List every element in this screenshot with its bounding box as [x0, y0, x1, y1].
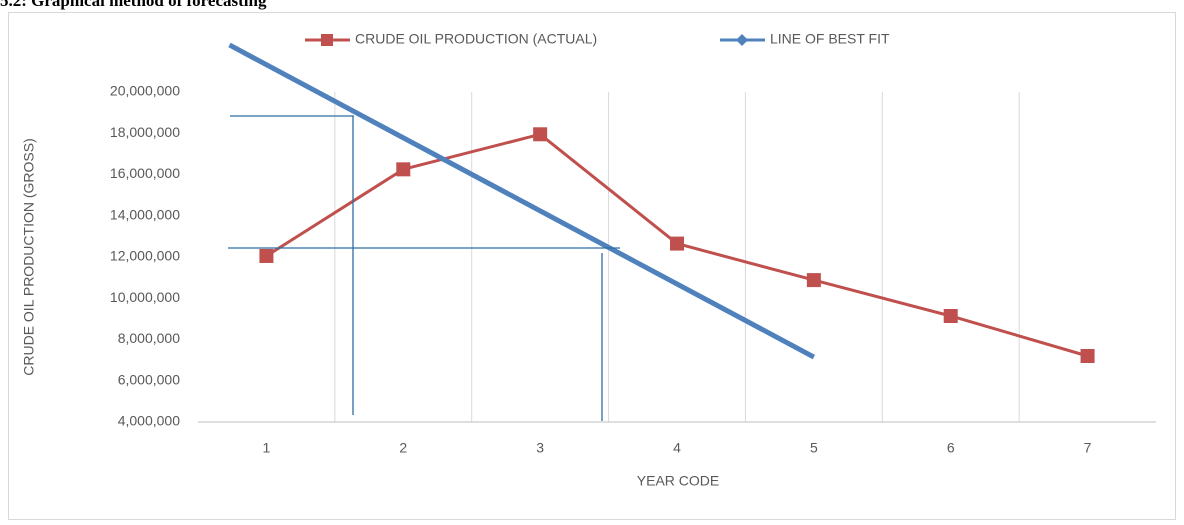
marker: [943, 308, 958, 323]
x-tick-label: 7: [1084, 440, 1092, 456]
y-axis-title: CRUDE OIL PRODUCTION (GROSS): [21, 138, 37, 376]
marker: [806, 273, 821, 288]
series: [259, 127, 1095, 363]
y-tick-label: 10,000,000: [110, 289, 180, 305]
y-tick-label: 8,000,000: [118, 330, 180, 346]
marker: [396, 162, 411, 177]
legend-marker: [736, 34, 748, 46]
x-tick-label: 6: [947, 440, 955, 456]
x-tick-label: 5: [810, 440, 818, 456]
legend-marker: [321, 34, 333, 46]
x-tick-label: 3: [536, 440, 544, 456]
marker: [259, 248, 274, 263]
y-tick-label: 12,000,000: [110, 248, 180, 264]
legend-label: LINE OF BEST FIT: [770, 31, 890, 47]
y-tick-label: 14,000,000: [110, 206, 180, 222]
marker: [533, 127, 548, 142]
x-axis-title: YEAR CODE: [637, 473, 719, 489]
marker: [670, 236, 684, 251]
y-tick-label: 18,000,000: [110, 124, 180, 140]
series-line: [228, 42, 816, 360]
x-tick-label: 4: [673, 440, 681, 456]
x-tick-label: 2: [399, 440, 407, 456]
series: [228, 42, 816, 360]
x-tick-label: 1: [263, 440, 271, 456]
y-tick-label: 6,000,000: [118, 371, 180, 387]
y-tick-label: 4,000,000: [118, 413, 180, 429]
marker: [1080, 349, 1095, 363]
plot: 1 2 3 4 5 6 7 4,000,000 6,000,000 8,000,000 10,000…: [110, 31, 1156, 456]
y-tick-label: 16,000,000: [110, 165, 180, 181]
annotation: [228, 115, 620, 421]
chart-frame: [8, 12, 1176, 520]
y-tick-label: 20,000,000: [110, 83, 180, 99]
legend-label: CRUDE OIL PRODUCTION (ACTUAL): [355, 31, 597, 47]
heading: 5.2: Graphical method of forecasting: [0, 0, 267, 10]
